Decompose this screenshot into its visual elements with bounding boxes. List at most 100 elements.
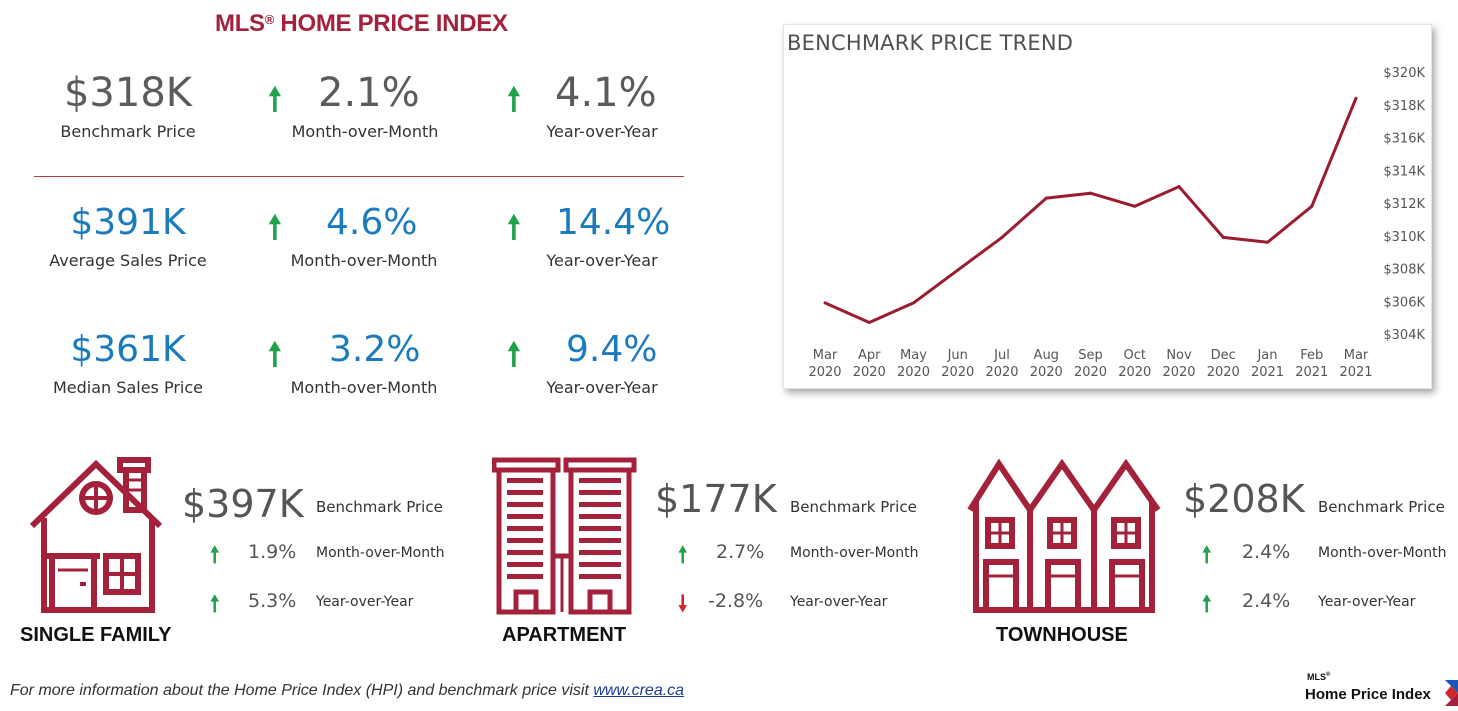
single-family-price-label: Benchmark Price: [316, 498, 443, 516]
x-tick-label: Nov 2020: [1162, 348, 1195, 380]
divider: [34, 176, 684, 177]
y-tick-label: $318K: [1383, 99, 1425, 114]
single-family-label: SINGLE FAMILY: [20, 624, 172, 646]
arrow-up-icon: 🠕: [210, 592, 220, 617]
median-yoy-value: 9.4%: [566, 329, 658, 370]
y-tick-label: $310K: [1383, 230, 1425, 245]
chart-title: BENCHMARK PRICE TREND: [787, 31, 1074, 55]
single-family-yoy: 5.3%: [248, 590, 297, 612]
data-point: [867, 321, 871, 325]
average-price-label: Average Sales Price: [49, 251, 207, 270]
data-point: [1044, 196, 1048, 200]
x-tick-label: Feb 2021: [1295, 348, 1328, 380]
apartment-mom: 2.7%: [716, 541, 765, 563]
footer-text: For more information about the Home Pric…: [10, 682, 594, 699]
median-yoy-label: Year-over-Year: [546, 378, 658, 397]
data-point: [1177, 185, 1181, 189]
x-tick-label: Apr 2020: [853, 348, 886, 380]
townhouse-yoy: 2.4%: [1242, 590, 1291, 612]
average-yoy-label: Year-over-Year: [546, 251, 658, 270]
townhouse-price: $208K: [1183, 477, 1305, 521]
data-point: [823, 301, 827, 305]
single-family-mom: 1.9%: [248, 541, 297, 563]
apartment-yoy-label: Year-over-Year: [790, 594, 888, 610]
hpi-logo: Home Price Index: [1305, 686, 1431, 703]
benchmark-price-label: Benchmark Price: [60, 122, 196, 141]
arrow-up-icon: 🠕: [268, 80, 282, 118]
data-point: [1354, 96, 1358, 100]
apartment-price-label: Benchmark Price: [790, 498, 917, 516]
average-mom-label: Month-over-Month: [290, 251, 438, 270]
townhouse-mom: 2.4%: [1242, 541, 1291, 563]
x-tick-label: Dec 2020: [1207, 348, 1240, 380]
arrow-up-icon: 🠕: [507, 208, 521, 246]
y-tick-label: $306K: [1383, 295, 1425, 310]
median-price-value: $361K: [70, 329, 186, 370]
x-tick-label: Jan 2021: [1251, 348, 1284, 380]
data-point: [912, 301, 915, 305]
apartment-label: APARTMENT: [502, 624, 627, 646]
data-point: [1089, 191, 1092, 195]
x-tick-label: Jun 2020: [941, 348, 974, 380]
data-point: [1221, 235, 1225, 239]
median-mom-value: 3.2%: [329, 329, 421, 370]
arrow-up-icon: 🠕: [268, 335, 282, 373]
data-point: [956, 268, 960, 272]
chart-card: [783, 24, 1432, 389]
footer-note: For more information about the Home Pric…: [10, 682, 684, 700]
x-tick-label: Sep 2020: [1074, 348, 1107, 380]
median-price-label: Median Sales Price: [53, 378, 203, 397]
benchmark-mom-value: 2.1%: [318, 70, 420, 116]
y-tick-label: $304K: [1383, 328, 1425, 343]
x-tick-label: May 2020: [897, 348, 930, 380]
townhouse-icon: [967, 458, 1161, 613]
data-point: [1266, 240, 1269, 244]
apartment-price: $177K: [655, 477, 777, 521]
x-tick-label: Mar 2021: [1339, 348, 1372, 380]
data-point: [1133, 204, 1137, 208]
y-tick-label: $308K: [1383, 263, 1425, 278]
benchmark-yoy-value: 4.1%: [555, 70, 657, 116]
crea-link[interactable]: www.crea.ca: [593, 682, 685, 699]
arrow-up-icon: 🠕: [1202, 543, 1212, 568]
y-tick-label: $312K: [1383, 197, 1425, 212]
average-price-value: $391K: [70, 202, 186, 243]
townhouse-mom-label: Month-over-Month: [1318, 545, 1447, 561]
average-mom-value: 4.6%: [326, 202, 418, 243]
x-tick-label: Jul 2020: [985, 348, 1018, 380]
x-tick-label: Aug 2020: [1030, 348, 1063, 380]
arrow-up-icon: 🠕: [507, 335, 521, 373]
arrow-up-icon: 🠕: [678, 543, 688, 568]
y-tick-label: $320K: [1383, 66, 1425, 81]
x-tick-label: Oct 2020: [1118, 348, 1151, 380]
logo-small-text: MLS®: [1307, 672, 1331, 682]
series-line: [824, 97, 1358, 324]
median-mom-label: Month-over-Month: [290, 378, 438, 397]
benchmark-yoy-label: Year-over-Year: [546, 122, 658, 141]
arrow-up-icon: 🠕: [1202, 592, 1212, 617]
townhouse-price-label: Benchmark Price: [1318, 498, 1445, 516]
arrow-down-icon: 🠗: [678, 592, 688, 617]
arrow-up-icon: 🠕: [507, 80, 521, 118]
apartment-building-icon: [492, 457, 637, 615]
benchmark-trend-chart: $304K $306K $308K $310K $312K $314K $316K $318K…: [808, 66, 1425, 380]
data-point: [1000, 235, 1004, 239]
single-family-price: $397K: [182, 482, 304, 526]
y-tick-label: $316K: [1383, 132, 1425, 147]
apartment-mom-label: Month-over-Month: [790, 545, 919, 561]
arrow-up-icon: 🠕: [268, 208, 282, 246]
townhouse-yoy-label: Year-over-Year: [1318, 594, 1416, 610]
townhouse-label: TOWNHOUSE: [996, 624, 1128, 646]
house-icon: [29, 457, 163, 613]
single-family-yoy-label: Year-over-Year: [316, 594, 414, 610]
apartment-yoy: -2.8%: [708, 590, 764, 612]
benchmark-price-value: $318K: [63, 70, 193, 116]
benchmark-mom-label: Month-over-Month: [291, 122, 439, 141]
average-yoy-value: 14.4%: [556, 202, 671, 243]
data-point: [1310, 204, 1314, 208]
arrow-up-icon: 🠕: [210, 543, 220, 568]
page-title: MLS® HOME PRICE INDEX: [215, 10, 508, 37]
logo-chevron-icon: [1445, 680, 1458, 706]
single-family-mom-label: Month-over-Month: [316, 545, 445, 561]
y-tick-label: $314K: [1383, 164, 1425, 179]
